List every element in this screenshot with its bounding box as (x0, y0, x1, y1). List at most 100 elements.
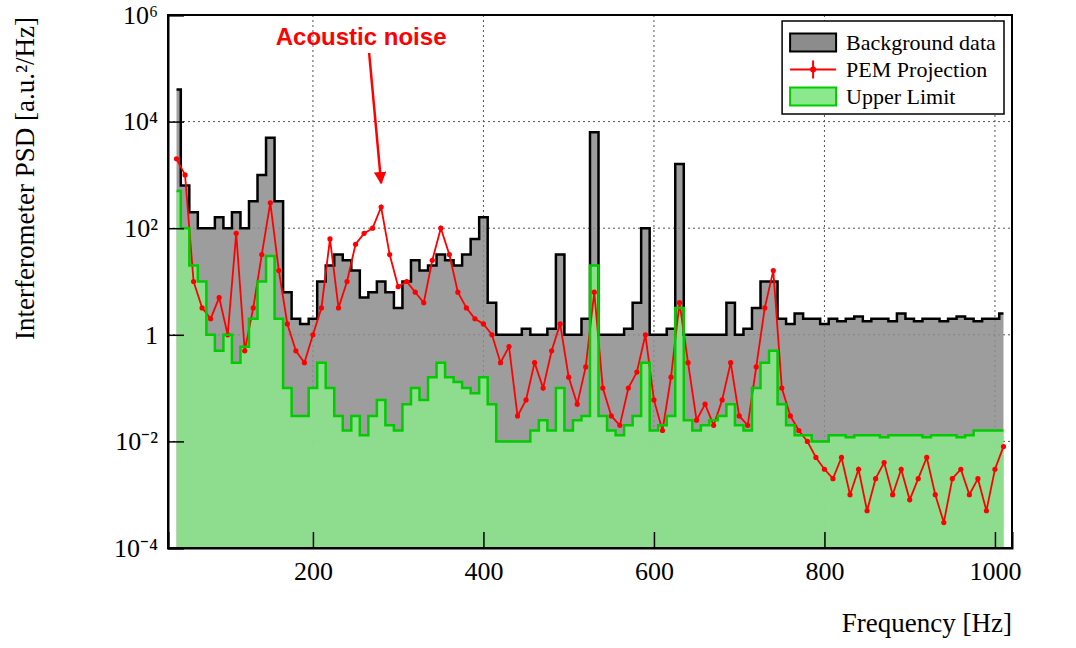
x-tick-mark (824, 532, 826, 548)
point-marker (788, 413, 793, 418)
plot-marks (174, 90, 1006, 548)
y-tick-label: 10⁴ (123, 107, 158, 136)
y-tick-mark (168, 121, 184, 123)
point-marker (575, 402, 580, 407)
x-tick-label: 600 (635, 557, 674, 586)
x-tick-mark (313, 532, 315, 548)
point-marker (634, 369, 639, 374)
point-marker (856, 467, 861, 472)
point-marker (481, 321, 486, 326)
point-marker (771, 268, 776, 273)
point-marker (830, 476, 835, 481)
point-marker (430, 258, 435, 263)
point-marker (370, 226, 375, 231)
y-axis-title: Interferometer PSD [a.u.²/Hz] (10, 17, 40, 340)
grid (168, 15, 1012, 548)
point-marker (967, 492, 972, 497)
point-marker (421, 300, 426, 305)
point-marker (396, 284, 401, 289)
point-marker (762, 305, 767, 310)
point-marker (950, 476, 955, 481)
x-tick: 200 (294, 532, 333, 586)
x-axis: 2004006008001000 (169, 532, 1022, 586)
point-marker (617, 423, 622, 428)
point-marker (890, 492, 895, 497)
point-marker (677, 300, 682, 305)
point-marker (387, 252, 392, 257)
y-axis: 10⁻⁴10⁻²110²10⁴10⁶ (114, 1, 184, 563)
x-tick-mark (995, 532, 997, 548)
legend-label: PEM Projection (846, 57, 987, 82)
x-tick: 1000 (969, 532, 1021, 586)
point-marker (737, 413, 742, 418)
y-tick: 10⁻² (115, 427, 184, 456)
point-marker (302, 360, 307, 365)
y-tick-label: 1 (145, 321, 158, 350)
point-marker (711, 423, 716, 428)
plot-background (168, 15, 1012, 548)
point-marker (583, 364, 588, 369)
chart: 10⁻⁴10⁻²110²10⁴10⁶2004006008001000Freque… (0, 0, 1076, 648)
point-marker (600, 386, 605, 391)
legend-swatch (790, 88, 836, 106)
point-marker (200, 305, 205, 310)
point-marker (208, 316, 213, 321)
point-marker (174, 156, 179, 161)
point-marker (268, 200, 273, 205)
point-marker (523, 397, 528, 402)
point-marker (609, 413, 614, 418)
x-tick-mark (483, 532, 485, 548)
y-tick: 10² (124, 214, 184, 243)
point-marker (796, 428, 801, 433)
point-marker (668, 375, 673, 380)
point-marker (182, 172, 187, 177)
point-marker (447, 252, 452, 257)
point-marker (259, 252, 264, 257)
point-marker (438, 226, 443, 231)
point-marker (813, 455, 818, 460)
point-marker (285, 321, 290, 326)
point-marker (882, 460, 887, 465)
step-line (177, 191, 1004, 441)
point-marker (498, 360, 503, 365)
point-marker (728, 360, 733, 365)
x-tick-mark (654, 532, 656, 548)
plot-frame (168, 15, 1012, 548)
y-tick-mark (168, 335, 184, 337)
point-marker (532, 360, 537, 365)
point-marker (344, 279, 349, 284)
point-marker (242, 348, 247, 353)
point-marker (319, 305, 324, 310)
point-marker (720, 397, 725, 402)
axis-line (169, 16, 185, 549)
point-marker (276, 268, 281, 273)
legend-swatch (790, 34, 836, 52)
point-marker (805, 439, 810, 444)
point-marker (873, 476, 878, 481)
point-marker (958, 467, 963, 472)
y-tick: 1 (145, 321, 184, 350)
legend: Background dataPEM ProjectionUpper Limit (782, 21, 1004, 114)
point-marker (992, 467, 997, 472)
point-marker (626, 386, 631, 391)
point-marker (191, 279, 196, 284)
y-tick-label: 10⁻² (115, 427, 158, 456)
y-tick: 10⁴ (123, 107, 184, 136)
legend-label: Background data (846, 30, 996, 55)
x-axis-title: Frequency [Hz] (842, 608, 1012, 638)
point-marker (592, 290, 597, 295)
point-marker (472, 316, 477, 321)
point-marker (379, 204, 384, 209)
point-marker (984, 508, 989, 513)
point-marker (489, 332, 494, 337)
point-marker (327, 236, 332, 241)
point-marker (779, 386, 784, 391)
grid-line-y (168, 121, 1012, 122)
point-marker (251, 305, 256, 310)
y-tick-mark (168, 228, 184, 230)
point-marker (702, 402, 707, 407)
point-marker (839, 455, 844, 460)
point-marker (924, 455, 929, 460)
point-marker (933, 492, 938, 497)
y-tick-label: 10⁶ (123, 1, 158, 30)
